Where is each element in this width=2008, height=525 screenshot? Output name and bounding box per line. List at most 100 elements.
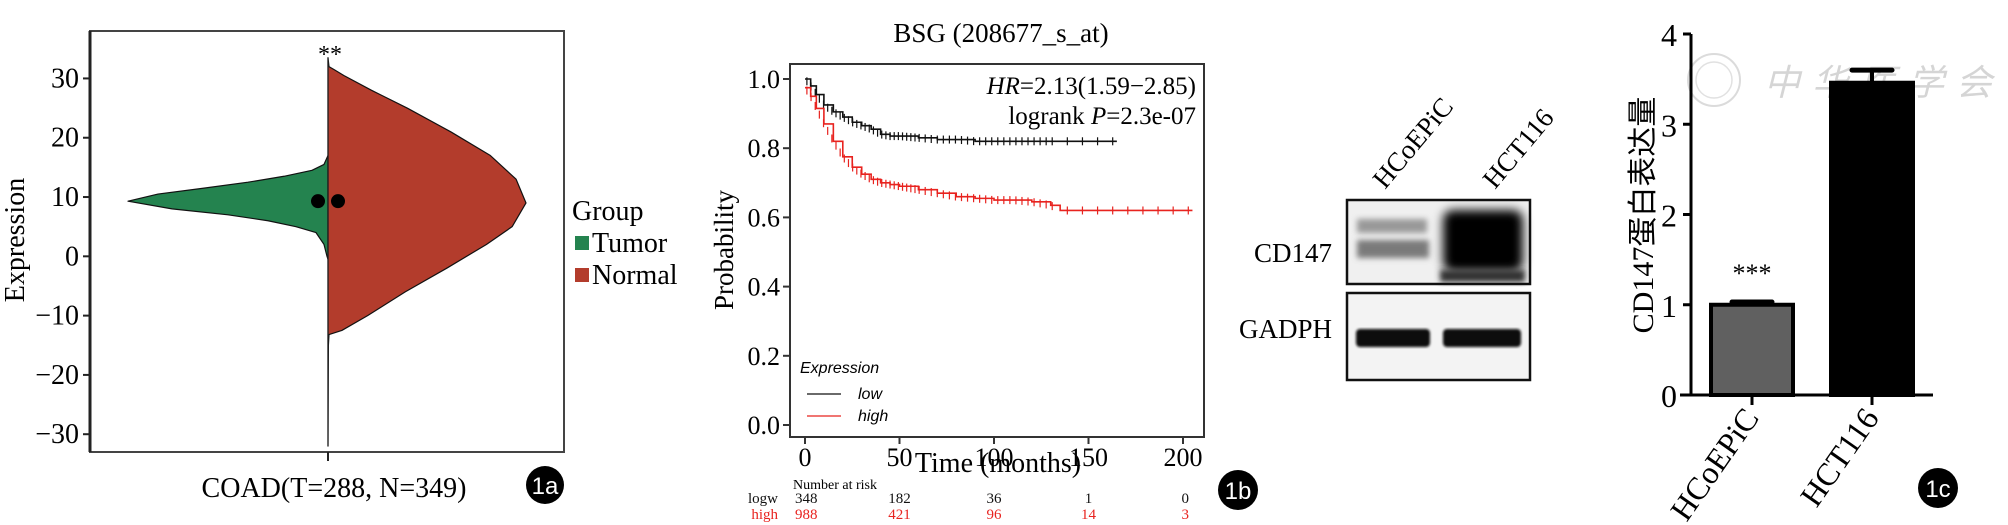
y-tick-label-1a: 0 [65,241,79,272]
panel-label-text-1a: 1a [532,473,559,500]
x-axis-label-1a: COAD(T=288, N=349) [202,473,467,504]
risk-value: 421 [888,507,911,523]
blot-frame-cd147 [1345,198,1532,286]
risk-value: 1 [1085,491,1093,507]
risk-table-title: Number at risk [793,478,877,493]
panel-label-1c: 1c [1918,468,1958,508]
x-tick-label-1b: 150 [1069,443,1108,472]
bar-hcoepic [1709,302,1795,397]
km-curve-high [805,86,1193,212]
y-tick-label-1c: 4 [1661,17,1677,53]
panel-label-1b: 1b [1218,470,1258,510]
violin-half-normal [327,57,527,447]
legend-1b: Expression low high [800,360,888,425]
risk-value: 3 [1182,507,1190,523]
chart-title-1b: BSG (208677_s_at) [893,18,1108,48]
logrank-prefix: logrank [1008,103,1091,130]
median-dot-normal [331,194,345,209]
risk-value: 14 [1081,507,1097,523]
panel-label-text-1b: 1b [1225,478,1252,505]
x-axis-label-1b: Time (months) [915,448,1081,479]
significance-label-1c: *** [1733,259,1772,288]
lane-label-hct116: HCT116 [1477,103,1560,194]
blot-row-label-gadph: GADPH [1239,314,1332,344]
risk-value: 182 [888,491,911,507]
risk-value: 348 [795,491,818,507]
western-blot: HCoEPiC HCT116 CD147 GADPH [1239,92,1560,382]
band-cd147-hct116 [1443,210,1523,272]
bar-hct116 [1829,80,1915,398]
y-tick-label-1b: 0.2 [748,342,781,371]
legend-title-1a: Group [572,196,644,227]
p-label: P [1090,103,1106,130]
x-tick-label-1b: 200 [1164,443,1203,472]
y-tick-label-1c: 2 [1661,198,1677,234]
x-tick-label-1c: HCT116 [1793,401,1886,512]
legend-label-normal: Normal [592,260,678,291]
y-axis-label-1a: Expression [0,178,31,302]
hr-label: HR [986,73,1020,100]
censor-marks-high [806,86,1189,215]
y-tick-label-1a: 30 [51,63,79,94]
blot-frame-gadph [1345,291,1532,382]
y-tick-label-1a: 10 [51,182,79,213]
legend-swatch-tumor [575,236,589,250]
legend-label-tumor: Tumor [592,228,668,259]
y-tick-label-1a: −10 [35,301,79,332]
x-tick-label-1b: 100 [975,443,1014,472]
panel-badge-1c [1918,468,1958,508]
band-gadph-hcoepic [1356,329,1430,347]
y-tick-label-1b: 0.4 [748,273,781,302]
blot-gadph [1345,291,1532,382]
risk-value: 96 [987,507,1003,523]
significance-label-1a: ** [318,42,342,68]
median-dot-tumor [311,194,325,209]
blot-row-label-cd147: CD147 [1254,238,1332,268]
band-cd147-hcoepic-upper [1357,219,1427,233]
y-tick-label-1a: 20 [51,123,79,154]
panel-1a-violin: 30 20 10 0 −10 −20 −30 Expression COAD(T=288, … [0,30,678,504]
panel-1b-survival: BSG (208677_s_at) 0.0 0.2 0.4 0.6 0.8 1.0 0 50… [709,18,1258,523]
panel-badge-1a [526,466,564,504]
hr-annotation: HR=2.13(1.59−2.85) [986,73,1196,100]
band-gadph-hct116 [1443,329,1521,347]
km-curve-low [805,78,1117,143]
y-tick-label-1c: 0 [1661,378,1677,414]
risk-row-label: high [751,507,778,523]
legend-title-1b: Expression [800,360,879,377]
logrank-annotation: logrank P=2.3e-07 [1008,103,1196,130]
legend-label-high: high [858,408,888,425]
legend-label-low: low [858,386,883,403]
plot-frame-1b [789,63,1205,438]
blot-cd147 [1345,198,1532,286]
panel-label-1a: 1a [526,466,564,504]
y-tick-label-1b: 1.0 [748,65,781,94]
risk-table: Number at risk logw 348 182 36 1 0 high 988 421 9… [748,478,1189,523]
risk-row-label: logw [748,491,778,507]
y-tick-label-1a: −20 [35,360,79,391]
y-tick-label-1c: 3 [1661,107,1677,143]
y-tick-label-1c: 1 [1661,288,1677,324]
panel-label-text-1c: 1c [1925,476,1950,503]
legend-1a: Group Tumor Normal [572,196,678,291]
censor-marks-low [806,77,1114,146]
y-tick-label-1b: 0.0 [748,411,781,440]
risk-value: 36 [987,491,1003,507]
y-tick-label-1a: −30 [35,419,79,450]
x-tick-label-1c: HCoEPiC [1663,401,1766,525]
y-tick-label-1b: 0.6 [748,203,781,232]
y-tick-label-1b: 0.8 [748,134,781,163]
y-axis-label-1b: Probability [709,190,739,310]
band-cd147-hcoepic-lower [1357,240,1429,258]
lane-label-hcoepic: HCoEPiC [1367,92,1459,194]
x-tick-label-1b: 0 [799,443,812,472]
risk-value: 988 [795,507,818,523]
risk-value: 0 [1182,491,1190,507]
p-value: =2.3e-07 [1106,103,1196,130]
watermark-seal-icon [1687,53,1741,107]
legend-swatch-normal [575,268,589,282]
panel-badge-1b [1218,470,1258,510]
violin-half-tumor [127,154,329,260]
